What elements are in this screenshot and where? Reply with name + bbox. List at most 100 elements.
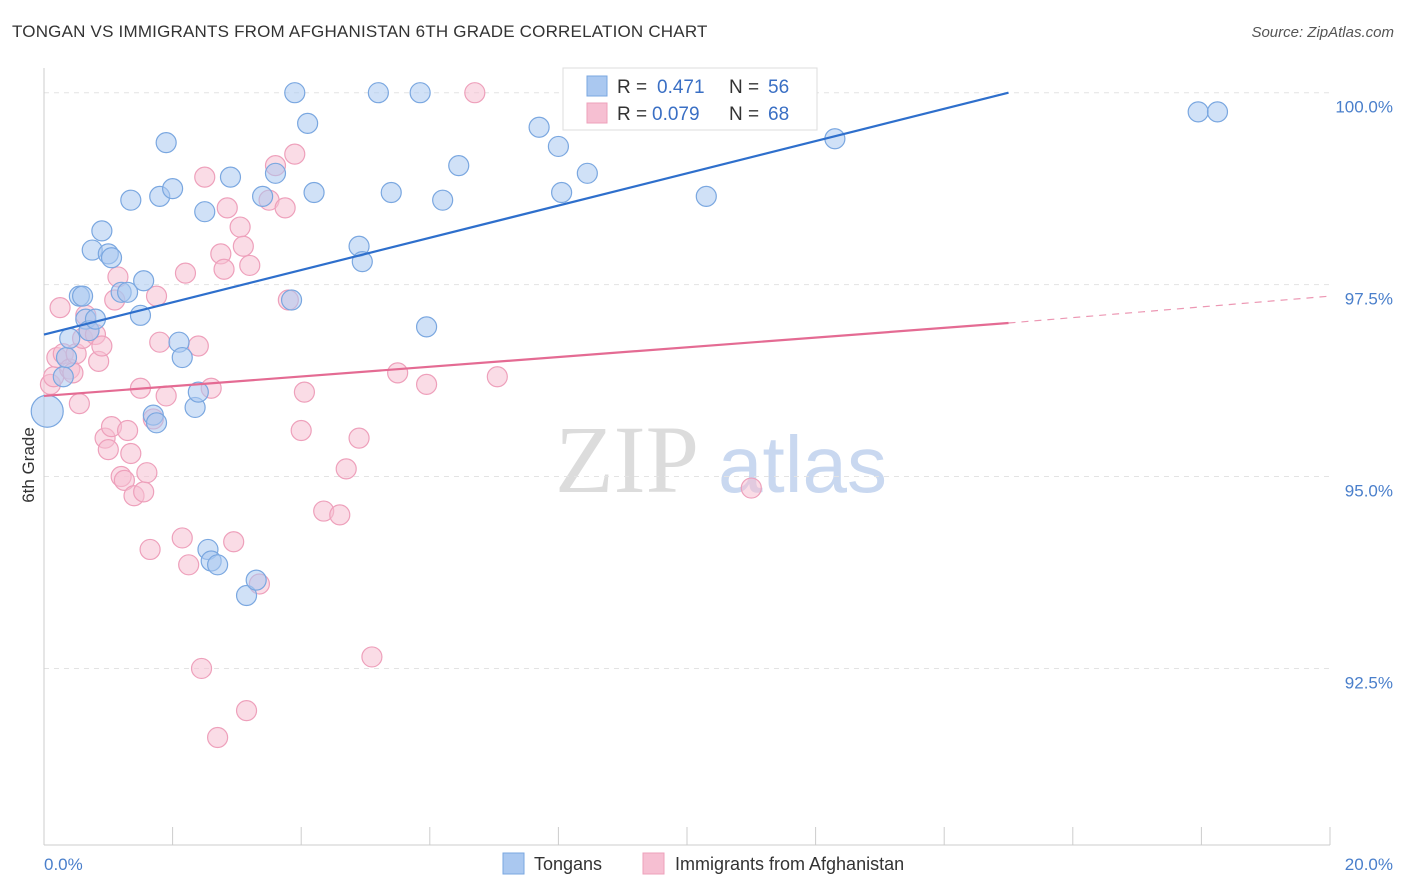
tongans-point	[194, 201, 216, 223]
afghanistan-point	[284, 143, 306, 165]
trend-line-extension-afghanistan	[1008, 295, 1331, 324]
afghanistan-point	[239, 254, 261, 277]
watermark-zip: ZIP	[555, 406, 699, 513]
afghanistan-point	[216, 197, 238, 219]
tongans-point	[30, 394, 64, 428]
bottom-legend-label-tongans: Tongans	[534, 854, 602, 874]
watermark-atlas: atlas	[718, 420, 887, 509]
bottom-legend-swatch-afghanistan	[642, 852, 665, 875]
afghanistan-point	[293, 381, 316, 403]
tongans-point	[409, 82, 431, 104]
afghanistan-point	[136, 462, 158, 484]
y-tick-label: 97.5%	[1345, 290, 1393, 309]
legend-r-value-1: 0.471	[657, 77, 705, 98]
tongans-point	[303, 181, 325, 204]
afghanistan-point	[155, 385, 177, 407]
tongans-point	[155, 132, 177, 154]
afghanistan-point	[290, 419, 312, 442]
afghanistan-point	[207, 726, 229, 749]
tongans-point	[120, 189, 142, 211]
y-tick-label: 92.5%	[1345, 673, 1393, 692]
tongans-point	[235, 584, 258, 607]
chart-title: TONGAN VS IMMIGRANTS FROM AFGHANISTAN 6T…	[12, 22, 708, 41]
y-tick-label: 95.0%	[1345, 482, 1393, 501]
tongans-point	[264, 162, 287, 184]
legend-r-value-2: 0.079	[652, 104, 700, 125]
tongans-point	[145, 412, 168, 434]
afghanistan-point	[235, 700, 258, 722]
afghanistan-point	[464, 82, 486, 104]
afghanistan-point	[139, 538, 161, 561]
chart-source: Source: ZipAtlas.com	[1251, 24, 1394, 41]
afghanistan-point	[361, 646, 383, 668]
tongans-point	[695, 185, 717, 207]
legend-n-label-1: N =	[729, 77, 759, 98]
tongans-point	[245, 569, 267, 591]
axes	[43, 68, 1331, 846]
afghanistan-point	[97, 439, 119, 461]
tongans-point	[187, 381, 209, 403]
afghanistan-point	[415, 373, 438, 396]
tongans-point	[129, 304, 152, 326]
legend-n-label-2: N =	[729, 104, 759, 125]
legend-r-label-2: R =	[617, 104, 647, 125]
tongans-point	[207, 554, 229, 576]
afghanistan-point	[348, 427, 370, 449]
tongans-point	[59, 327, 81, 349]
x-tick-label-max: 20.0%	[1345, 855, 1393, 874]
grid-lines	[44, 92, 1330, 669]
tongans-point	[528, 116, 550, 138]
tongans-point	[55, 346, 78, 369]
tongans-point	[380, 181, 402, 204]
afghanistan-point	[232, 235, 254, 257]
afghanistan-point	[335, 458, 357, 480]
x-tick-label-min: 0.0%	[44, 855, 83, 874]
tongans-point	[100, 247, 123, 269]
afghanistan-point	[274, 197, 296, 219]
afghanistan-point	[740, 477, 762, 499]
tongans-point	[367, 82, 389, 104]
trend-line-tongans	[43, 91, 1009, 336]
afghanistan-point	[68, 393, 90, 415]
bottom-legend: Tongans Immigrants from Afghanistan	[502, 852, 904, 875]
tongans-point	[547, 135, 570, 158]
tongans-point	[162, 178, 184, 200]
legend-n-value-1: 56	[768, 77, 789, 98]
y-tick-label: 100.0%	[1335, 98, 1393, 117]
afghanistan-point	[194, 166, 216, 188]
series-tongans-points	[30, 82, 1229, 607]
tongans-point	[91, 220, 113, 242]
tongans-point	[297, 112, 319, 135]
tongans-point	[415, 316, 438, 338]
afghanistan-point	[213, 258, 235, 280]
bottom-legend-label-afghanistan: Immigrants from Afghanistan	[675, 854, 904, 874]
afghanistan-point	[387, 362, 409, 384]
legend-swatch-afghanistan	[586, 102, 608, 124]
tongans-point	[171, 346, 193, 369]
afghanistan-point	[149, 331, 171, 353]
afghanistan-point	[116, 419, 139, 442]
afghanistan-point	[133, 481, 155, 503]
afghanistan-point	[178, 554, 200, 576]
legend-r-label-1: R =	[617, 77, 647, 98]
tongans-point	[448, 155, 470, 177]
tongans-point	[432, 189, 454, 211]
tongans-point	[52, 366, 74, 388]
trend-lines	[43, 91, 1331, 398]
tongans-point	[116, 281, 139, 303]
tongans-point	[219, 166, 242, 188]
afghanistan-point	[229, 216, 251, 238]
tongans-point	[1206, 101, 1229, 123]
tongans-point	[551, 181, 573, 204]
top-legend: R = 0.471 N = 56 R = 0.079 N = 68	[562, 67, 818, 131]
legend-swatch-tongans	[586, 75, 608, 97]
tongans-point	[133, 270, 155, 292]
trend-line-afghanistan	[43, 321, 1009, 398]
tongans-point	[71, 285, 94, 307]
afghanistan-point	[120, 442, 142, 465]
afghanistan-point	[113, 469, 135, 491]
afghanistan-point	[486, 366, 508, 388]
afghanistan-point	[329, 504, 351, 526]
tongans-point	[1187, 101, 1209, 123]
tick-labels: 92.5% 95.0% 97.5% 100.0% 0.0% 20.0%	[44, 98, 1393, 874]
